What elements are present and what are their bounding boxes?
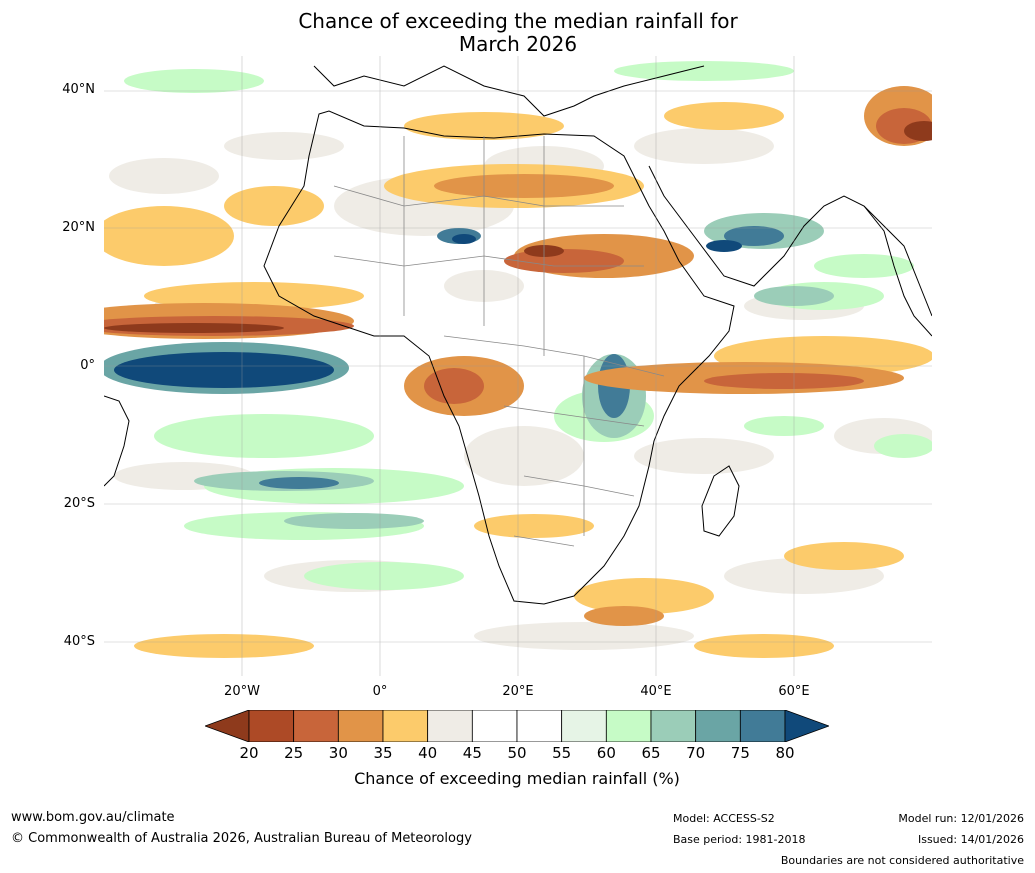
colorbar	[205, 710, 829, 742]
lat-label-0: 0°	[80, 358, 95, 373]
country-borders	[333, 136, 665, 547]
colorbar-extend-high	[784, 710, 829, 742]
colorbar-tick-label: 20	[239, 744, 259, 762]
colorbar-cell	[293, 710, 339, 742]
footer-website[interactable]: www.bom.gov.au/climate	[11, 810, 175, 825]
colorbar-tick-label: 75	[730, 744, 750, 762]
colorbar-tick-label: 25	[284, 744, 304, 762]
colorbar-tick-label: 55	[552, 744, 572, 762]
colorbar-tick-label: 65	[641, 744, 661, 762]
colorbar-cell	[471, 710, 518, 742]
lon-label-20e: 20°E	[502, 684, 534, 699]
lon-label-60e: 60°E	[778, 684, 810, 699]
footer-disclaimer: Boundaries are not considered authoritat…	[780, 854, 1024, 867]
colorbar-cell	[248, 710, 295, 742]
colorbar-tick-label: 45	[462, 744, 482, 762]
title-line-2: March 2026	[458, 32, 578, 56]
colorbar-cell	[561, 710, 607, 742]
rainfall-map	[104, 56, 932, 676]
lon-label-40e: 40°E	[640, 684, 672, 699]
lon-label-20w: 20°W	[224, 684, 260, 699]
colorbar-tick-label: 70	[686, 744, 706, 762]
graticule	[104, 56, 932, 676]
arabia-coast	[648, 165, 932, 317]
lat-label-40s: 40°S	[63, 634, 95, 649]
colorbar-cell	[337, 710, 384, 742]
colorbar-tick-label: 80	[775, 744, 795, 762]
footer-base-period: Base period: 1981-2018	[673, 833, 806, 846]
footer-copyright: © Commonwealth of Australia 2026, Austra…	[11, 831, 472, 846]
colorbar-cell	[650, 710, 697, 742]
lon-label-0: 0°	[372, 684, 388, 699]
coastlines	[104, 65, 932, 605]
madagascar-coast	[701, 465, 740, 537]
colorbar-cell	[739, 710, 786, 742]
map-canvas	[104, 56, 932, 676]
colorbar-cell	[382, 710, 429, 742]
colorbar-cell	[605, 710, 652, 742]
colorbar-extend-low	[205, 710, 250, 742]
colorbar-tick-label: 40	[418, 744, 438, 762]
south-america-coast	[104, 395, 130, 487]
colorbar-cell	[695, 710, 741, 742]
footer-model-run: Model run: 12/01/2026	[898, 812, 1024, 825]
title-line-1: Chance of exceeding the median rainfall …	[298, 9, 738, 33]
colorbar-cell	[516, 710, 563, 742]
footer-issued: Issued: 14/01/2026	[917, 833, 1024, 846]
footer-model: Model: ACCESS-S2	[673, 812, 775, 825]
equatorial-wet-band	[104, 342, 349, 394]
colorbar-title: Chance of exceeding median rainfall (%)	[354, 769, 680, 788]
africa-coast	[263, 110, 735, 605]
colorbar-tick-label: 30	[328, 744, 348, 762]
colorbar-tick-label: 60	[596, 744, 616, 762]
lat-label-20n: 20°N	[62, 220, 95, 235]
sahel-wet-patches	[452, 234, 742, 252]
map-title: Chance of exceeding the median rainfall …	[104, 10, 932, 56]
colorbar-cell	[427, 710, 473, 742]
lat-label-40n: 40°N	[62, 82, 95, 97]
india-coast	[863, 205, 932, 337]
europe-coast	[313, 65, 705, 117]
lat-label-20s: 20°S	[63, 496, 95, 511]
colorbar-tick-label: 35	[373, 744, 393, 762]
colorbar-tick-label: 50	[507, 744, 527, 762]
